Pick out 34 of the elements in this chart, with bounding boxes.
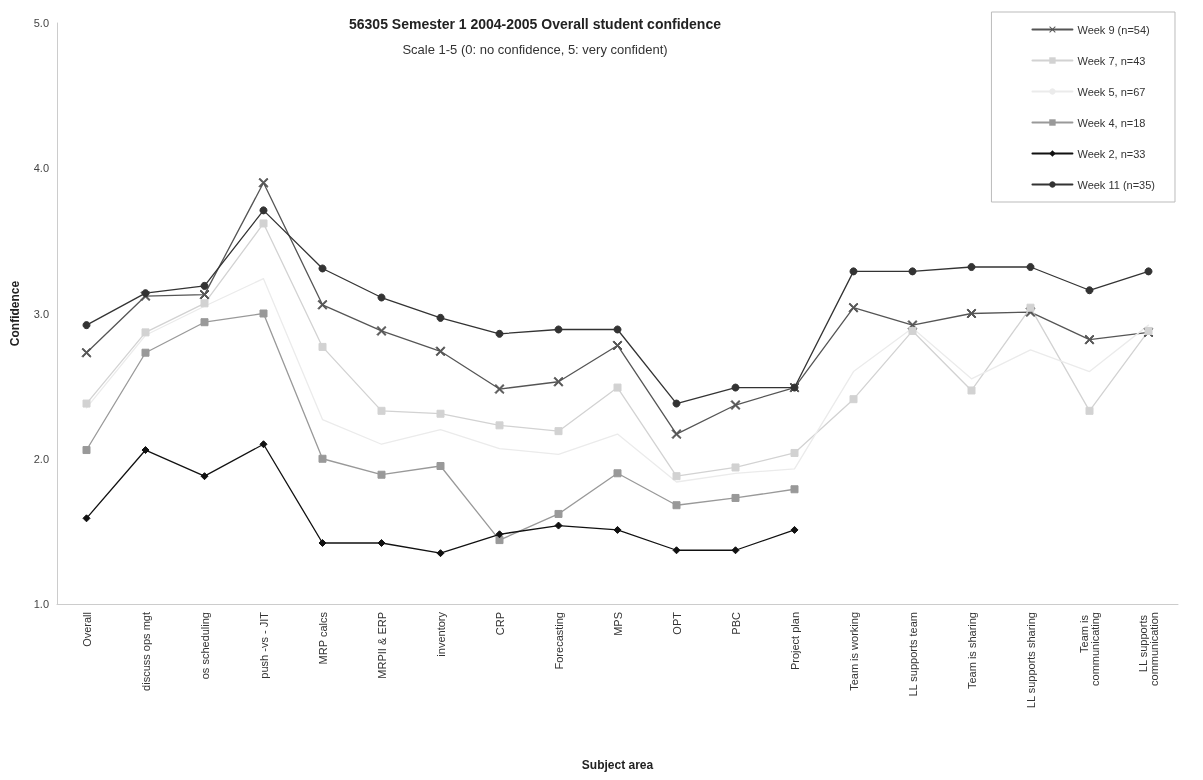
x-tick-label: Team is working [847, 612, 860, 691]
legend-label: Week 9 (n=54) [1077, 23, 1150, 36]
legend-label: Week 5, n=67 [1077, 85, 1146, 98]
y-tick-label: 4.0 [33, 162, 49, 175]
legend-label: Week 7, n=43 [1077, 54, 1146, 67]
y-tick-label: 1.0 [33, 598, 49, 610]
x-tick-label: LL supports team [906, 612, 919, 697]
x-tick-label: Project plan [788, 612, 801, 671]
chart-title: 56305 Semester 1 2004-2005 Overall student confidence [349, 16, 722, 32]
legend-label: Week 2, n=33 [1077, 147, 1146, 160]
x-tick-label: MRPII & ERP [375, 612, 388, 679]
x-tick-label: LL supports sharing [1024, 612, 1037, 709]
x-tick-label: LL supports communication [1137, 612, 1160, 686]
legend-label: Week 4, n=18 [1077, 116, 1146, 129]
x-axis-title: Subject area [581, 758, 654, 772]
x-tick-label: push -vs - JIT [257, 611, 270, 679]
text: Scale 1-5 (0: no confidence, 5: very confident) [402, 42, 668, 57]
x-tick-label: MPS [611, 612, 624, 636]
x-tick-label: discuss ops mgt [139, 612, 152, 691]
x-tick-label: Forecasting [552, 612, 565, 670]
legend-label: Week 11 (n=35) [1077, 178, 1156, 191]
x-tick-label: os scheduling [198, 612, 211, 680]
y-axis-title: Confidence [8, 280, 22, 347]
y-tick-label: 3.0 [33, 307, 49, 320]
x-tick-label: OPT [670, 611, 683, 635]
x-tick-label: Team is communicating [1078, 612, 1101, 686]
x-tick-label: CRP [493, 612, 506, 636]
y-tick-label: 2.0 [33, 452, 49, 465]
x-tick-label: PBC [729, 611, 742, 635]
x-tick-label: MRP calcs [316, 611, 329, 665]
x-tick-label: inventory [434, 611, 447, 657]
x-tick-label: Overall [80, 612, 93, 647]
y-tick-label: 5.0 [33, 17, 49, 29]
x-tick-label: Team is sharing [965, 612, 978, 690]
